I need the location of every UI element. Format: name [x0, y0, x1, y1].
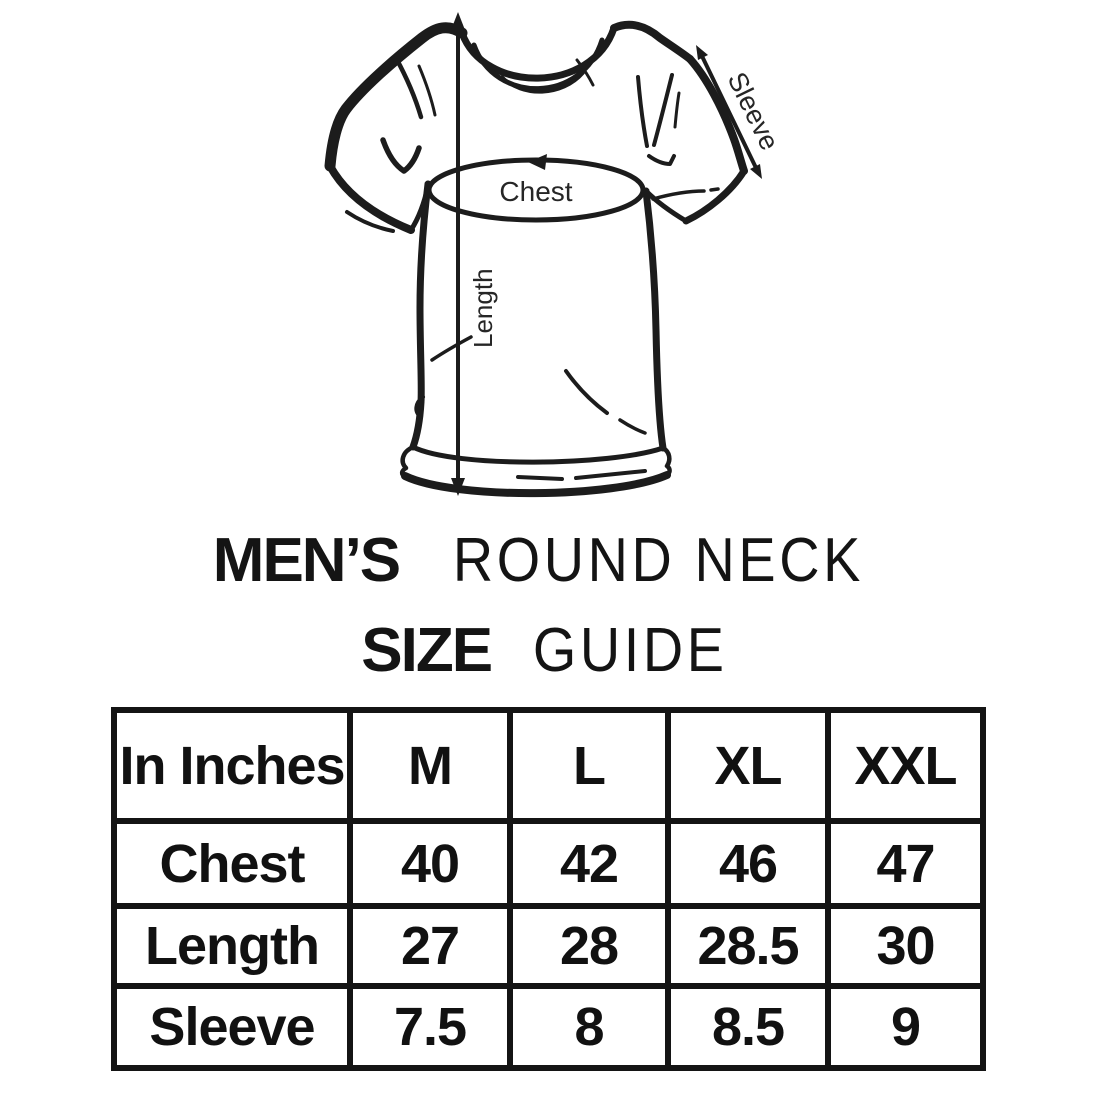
chest-arrowhead: [528, 154, 547, 170]
row-label-sleeve: Sleeve: [111, 983, 353, 1071]
sleeve-value-xl: 8.5: [665, 983, 831, 1071]
length-arrowhead-top: [451, 12, 465, 30]
length-label: Length: [468, 268, 498, 348]
table-row-chest: Chest 40 42 46 47: [111, 818, 986, 909]
wrinkle-under-cuff: [651, 187, 720, 201]
size-table: In Inches M L XL XXL Chest 40 42 46 47 L…: [111, 707, 986, 1071]
table-header-row: In Inches M L XL XXL: [111, 707, 986, 824]
wrinkle-right-chest-a: [636, 75, 649, 148]
hem-fold-left: [399, 444, 416, 479]
chest-value-m: 40: [347, 818, 513, 909]
length-value-xxl: 30: [825, 903, 986, 989]
size-header-l: L: [507, 707, 671, 824]
sleeve-value-xxl: 9: [825, 983, 986, 1071]
wrinkle-right-chest-c: [673, 91, 681, 129]
right-body-edge: [642, 187, 667, 452]
left-shoulder-line: [324, 22, 468, 172]
size-header-m: M: [347, 707, 513, 824]
chest-value-xxl: 47: [825, 818, 986, 909]
sleeve-arrowhead-bottom: [750, 164, 762, 179]
right-shoulder-line: [610, 20, 694, 63]
wrinkle-right-chest-b: [652, 73, 674, 147]
title-mens: MEN’S: [212, 526, 401, 595]
row-label-length: Length: [111, 903, 353, 989]
sleeve-value-m: 7.5: [347, 983, 513, 1071]
title-round-neck: ROUND NECK: [453, 526, 865, 595]
unit-header-cell: In Inches: [111, 707, 353, 824]
wrinkle-left-chest-a: [393, 55, 424, 120]
collar-inner-line: [471, 37, 605, 92]
left-body-edge: [409, 180, 432, 451]
chest-label: Chest: [499, 176, 572, 207]
right-sleeve-outer-line: [686, 55, 748, 175]
length-value-m: 27: [347, 903, 513, 989]
wrinkle-right-armpit: [647, 154, 676, 166]
hem-inner-line: [410, 444, 666, 465]
right-cuff-line: [682, 167, 748, 225]
sleeve-arrowhead-top: [696, 45, 708, 60]
title-line-1: MEN’S ROUND NECK: [0, 530, 1100, 592]
left-cuff-inner-line: [345, 210, 395, 233]
sleeve-measure-line: [698, 50, 760, 174]
hem-dash-2: [574, 469, 647, 480]
title-line-2: SIZE GUIDE: [0, 620, 1100, 682]
left-cuff-line: [326, 162, 415, 234]
hem-dash-1: [516, 475, 564, 481]
chest-value-xl: 46: [665, 818, 831, 909]
collar-outer-line: [458, 24, 618, 82]
title-guide: GUIDE: [533, 616, 728, 685]
table-row-sleeve: Sleeve 7.5 8 8.5 9: [111, 983, 986, 1071]
collar-accent-line: [500, 71, 585, 94]
size-header-xxl: XXL: [825, 707, 986, 824]
length-arrowhead-bottom: [451, 478, 465, 496]
wrinkle-left-edge-notch: [414, 395, 425, 419]
wrinkle-left-chest-b: [417, 64, 437, 117]
wrinkle-right-lower-b: [618, 418, 647, 435]
wrinkle-right-lower-a: [564, 369, 609, 415]
collar-dash: [575, 58, 595, 87]
tshirt-diagram: Chest Length Sleeve: [324, 12, 785, 498]
table-row-length: Length 27 28 28.5 30: [111, 903, 986, 989]
wrinkle-left-lower: [430, 335, 473, 362]
length-value-l: 28: [507, 903, 671, 989]
title-size: SIZE: [361, 616, 493, 685]
size-header-xl: XL: [665, 707, 831, 824]
row-label-chest: Chest: [111, 818, 353, 909]
hem-fold-right: [660, 445, 672, 478]
chest-value-l: 42: [507, 818, 671, 909]
length-value-xl: 28.5: [665, 903, 831, 989]
hem-outer-line: [401, 471, 671, 498]
sleeve-value-l: 8: [507, 983, 671, 1071]
wrinkle-left-sleeve: [380, 137, 422, 174]
